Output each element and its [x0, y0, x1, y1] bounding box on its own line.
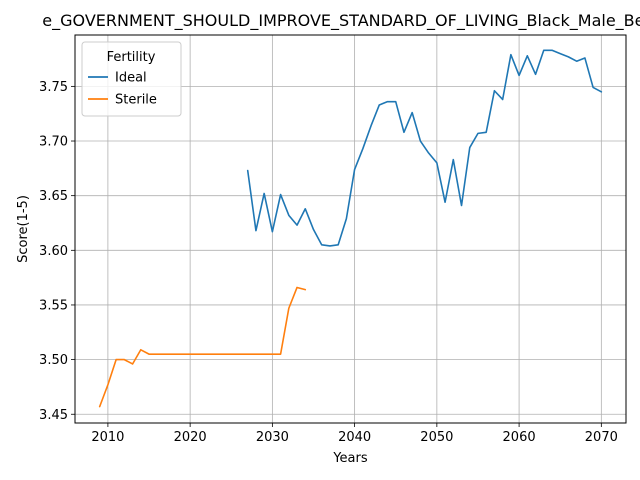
- x-tick-label: 2060: [503, 430, 536, 445]
- y-tick-label: 3.60: [39, 244, 68, 259]
- chart-title: e_GOVERNMENT_SHOULD_IMPROVE_STANDARD_OF_…: [42, 11, 640, 31]
- x-tick-label: 2020: [174, 430, 207, 445]
- x-tick-label: 2070: [585, 430, 618, 445]
- legend-title: Fertility: [107, 50, 156, 65]
- x-axis-title: Years: [332, 451, 368, 466]
- x-tick-label: 2040: [338, 430, 371, 445]
- series-line-sterile: [98, 286, 307, 408]
- legend: Fertility Ideal Sterile: [81, 41, 182, 117]
- x-tick-label: 2050: [420, 430, 453, 445]
- y-tick-label: 3.45: [39, 408, 68, 423]
- y-tick-label: 3.75: [39, 80, 68, 95]
- y-tick-label: 3.65: [39, 189, 68, 204]
- y-axis-title: Score(1-5): [16, 195, 31, 263]
- y-tick-label: 3.70: [39, 135, 68, 150]
- series-line-ideal: [246, 49, 603, 247]
- axis-ticks: 2010 2020 2030 2040 2050 2060 2070 3.45 3.50 3.55…: [39, 80, 618, 445]
- legend-label-ideal: Ideal: [115, 71, 147, 86]
- series-lines: [98, 49, 603, 408]
- x-tick-label: 2010: [91, 430, 124, 445]
- y-tick-label: 3.50: [39, 353, 68, 368]
- x-tick-label: 2030: [256, 430, 289, 445]
- plot-area-frame: [74, 34, 627, 424]
- legend-label-sterile: Sterile: [115, 93, 157, 108]
- y-tick-label: 3.55: [39, 298, 68, 313]
- legend-box: [81, 41, 182, 117]
